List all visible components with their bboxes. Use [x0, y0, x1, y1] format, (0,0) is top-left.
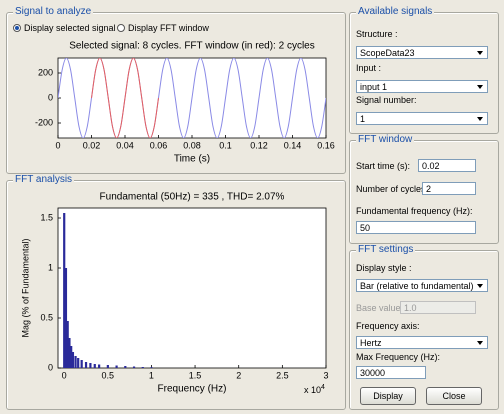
- close-button[interactable]: Close: [426, 387, 482, 405]
- bar: [89, 363, 92, 368]
- label: Signal number:: [356, 95, 417, 105]
- bar: [84, 362, 88, 368]
- x-tick-label: 0: [62, 370, 67, 380]
- label: Structure :: [356, 29, 398, 39]
- x-tick-label: 0.1: [219, 140, 232, 150]
- radio-fft-window[interactable]: Display FFT window: [117, 23, 209, 33]
- max-frequency-field[interactable]: 30000: [356, 366, 426, 379]
- y-tick-label: 0.5: [40, 312, 53, 322]
- label: Display style :: [356, 263, 412, 273]
- x-tick-label: 0.08: [183, 140, 201, 150]
- panel-title: Signal to analyze: [13, 6, 94, 17]
- x-tick-label: 1: [149, 370, 154, 380]
- bar: [115, 365, 118, 368]
- bar: [68, 338, 71, 368]
- x-tick-label: 0.16: [317, 140, 335, 150]
- panel-title: Available signals: [356, 6, 435, 17]
- x-axis-label: Time (s): [174, 154, 210, 165]
- multiplier-exponent: 4: [321, 384, 325, 391]
- bar: [141, 367, 144, 368]
- bar: [71, 352, 75, 368]
- bar: [124, 366, 127, 368]
- x-tick-label: 3: [323, 370, 328, 380]
- bar: [98, 364, 101, 368]
- bar: [106, 365, 109, 368]
- y-tick-label: 200: [38, 67, 53, 77]
- bar: [77, 358, 80, 368]
- panel-title: FFT analysis: [13, 174, 75, 185]
- available-signals-panel: Available signals Structure : ScopeData2…: [349, 6, 499, 134]
- y-axis-label: Mag (% of Fundamental): [20, 238, 30, 337]
- label: Input :: [356, 63, 382, 73]
- base-value-field: 1.0: [400, 301, 476, 314]
- x-tick-label: 0: [55, 140, 60, 150]
- panel-title: FFT settings: [356, 244, 416, 255]
- bar: [93, 364, 96, 368]
- x-tick-label: 2: [236, 370, 241, 380]
- x-axis-label: Frequency (Hz): [158, 384, 227, 395]
- y-tick-label: 0: [48, 362, 53, 372]
- x-multiplier: x 104: [304, 384, 325, 396]
- bar: [66, 321, 69, 368]
- y-tick-label: 1: [48, 262, 53, 272]
- bar: [63, 213, 66, 368]
- cycles-field[interactable]: 2: [422, 182, 476, 195]
- radio-label: Display selected signal: [24, 23, 116, 33]
- y-tick-label: 1.5: [40, 212, 53, 222]
- y-tick-label: 0: [48, 92, 53, 102]
- label: Fundamental frequency (Hz):: [356, 206, 473, 216]
- bar: [132, 366, 136, 368]
- fundamental-field[interactable]: 50: [356, 221, 476, 234]
- x-tick-label: 0.5: [102, 370, 115, 380]
- x-tick-label: 1.5: [189, 370, 202, 380]
- radio-selected-signal[interactable]: Display selected signal: [13, 23, 116, 33]
- x-tick-label: 0.12: [250, 140, 268, 150]
- x-tick-label: 2.5: [276, 370, 289, 380]
- plot-area: [57, 207, 327, 369]
- radio-label: Display FFT window: [128, 23, 209, 33]
- frequency-axis-dropdown[interactable]: Hertz: [356, 336, 488, 349]
- fft-panel: FFT analysis: [6, 174, 346, 410]
- bar: [74, 356, 77, 368]
- fft-settings-panel: FFT settings Display style : Bar (relati…: [349, 244, 499, 410]
- label: Number of cycles:: [356, 184, 429, 194]
- x-tick-label: 0.04: [116, 140, 134, 150]
- signal-number-dropdown[interactable]: 1: [356, 112, 488, 125]
- chart-title: Selected signal: 8 cycles. FFT window (i…: [69, 41, 314, 52]
- label: Base value:: [356, 303, 404, 313]
- panel-title: FFT window: [356, 134, 415, 145]
- multiplier-base: x 10: [304, 385, 321, 395]
- label: Max Frequency (Hz):: [356, 352, 441, 362]
- start-time-field[interactable]: 0.02: [418, 159, 476, 172]
- chart-title: Fundamental (50Hz) = 335 , THD= 2.07%: [100, 192, 285, 203]
- fft-window-panel: FFT window Start time (s): 0.02 Number o…: [349, 134, 499, 244]
- label: Start time (s):: [356, 161, 411, 171]
- x-tick-label: 0.14: [284, 140, 302, 150]
- bar: [80, 360, 83, 368]
- signal-line: [91, 58, 159, 138]
- bar: [64, 268, 68, 368]
- structure-dropdown[interactable]: ScopeData23: [356, 46, 488, 59]
- display-style-dropdown[interactable]: Bar (relative to fundamental): [356, 279, 488, 292]
- x-tick-label: 0.02: [83, 140, 101, 150]
- bar: [70, 346, 73, 368]
- y-tick-label: -200: [35, 117, 53, 127]
- bar: [150, 367, 153, 368]
- x-tick-label: 0.06: [150, 140, 168, 150]
- display-button[interactable]: Display: [360, 387, 416, 405]
- signal-panel: Signal to analyze Display selected signa…: [6, 6, 346, 174]
- label: Frequency axis:: [356, 321, 420, 331]
- input-dropdown[interactable]: input 1: [356, 80, 488, 93]
